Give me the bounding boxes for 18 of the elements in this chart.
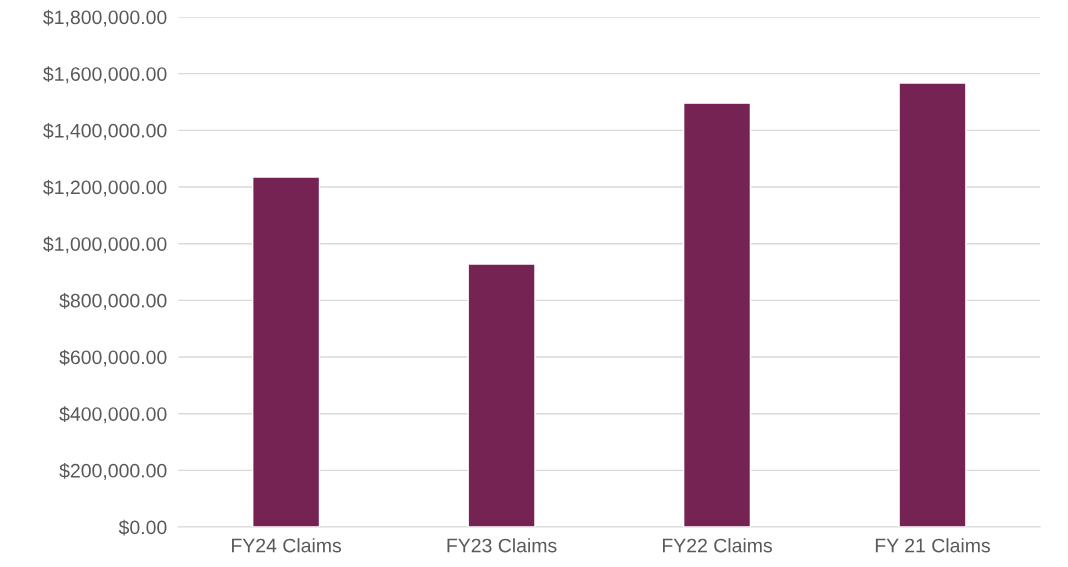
x-tick-label: FY 21 Claims xyxy=(875,538,990,553)
y-tick-label: $800,000.00 xyxy=(59,293,167,310)
bar xyxy=(898,82,967,528)
x-tick-label: FY23 Claims xyxy=(447,538,557,553)
x-tick-label: FY22 Claims xyxy=(662,538,772,553)
y-tick-label: $1,000,000.00 xyxy=(43,236,167,254)
y-tick-label: $200,000.00 xyxy=(59,463,167,480)
bar xyxy=(251,176,321,528)
y-tick-label: $1,200,000.00 xyxy=(43,179,167,197)
y-tick-label: $600,000.00 xyxy=(59,349,167,367)
y-tick-label: $1,800,000.00 xyxy=(43,9,167,27)
bar xyxy=(467,263,536,528)
x-tick-label: FY24 Claims xyxy=(232,538,342,553)
y-tick-label: $1,400,000.00 xyxy=(43,123,167,140)
bar xyxy=(682,102,752,528)
y-tick-label: $1,600,000.00 xyxy=(43,66,167,84)
y-tick-label: $0.00 xyxy=(118,519,167,536)
y-tick-label: $400,000.00 xyxy=(59,406,167,424)
